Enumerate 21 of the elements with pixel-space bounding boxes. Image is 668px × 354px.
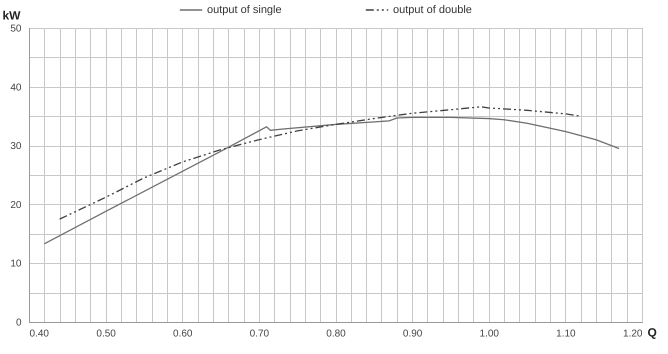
- x-tick-label: 0.70: [250, 328, 270, 340]
- y-tick-label: 50: [10, 24, 22, 34]
- x-tick-label: 1.10: [556, 328, 576, 340]
- y-tick-label: 10: [10, 258, 22, 270]
- y-axis-title: kW: [2, 8, 22, 22]
- x-tick-label: 0.50: [96, 328, 116, 340]
- x-tick-label: 1.20: [623, 328, 643, 340]
- y-tick-label: 20: [10, 200, 22, 211]
- legend-label: output of single: [207, 4, 282, 16]
- y-tick-label: 0: [16, 318, 22, 328]
- x-axis-title: Q: [648, 326, 657, 340]
- line-series: [59, 106, 582, 220]
- legend-label: output of double: [393, 4, 472, 16]
- line-series: [44, 116, 620, 244]
- x-tick-label: 0.40: [30, 328, 50, 340]
- x-tick-label: 0.80: [326, 328, 346, 340]
- x-tick-label: 0.90: [402, 328, 423, 340]
- y-tick-label: 30: [10, 141, 22, 152]
- x-tick-label: 1.00: [480, 328, 500, 340]
- x-tick-label: 0.60: [173, 328, 193, 340]
- y-tick-label: 40: [10, 82, 22, 94]
